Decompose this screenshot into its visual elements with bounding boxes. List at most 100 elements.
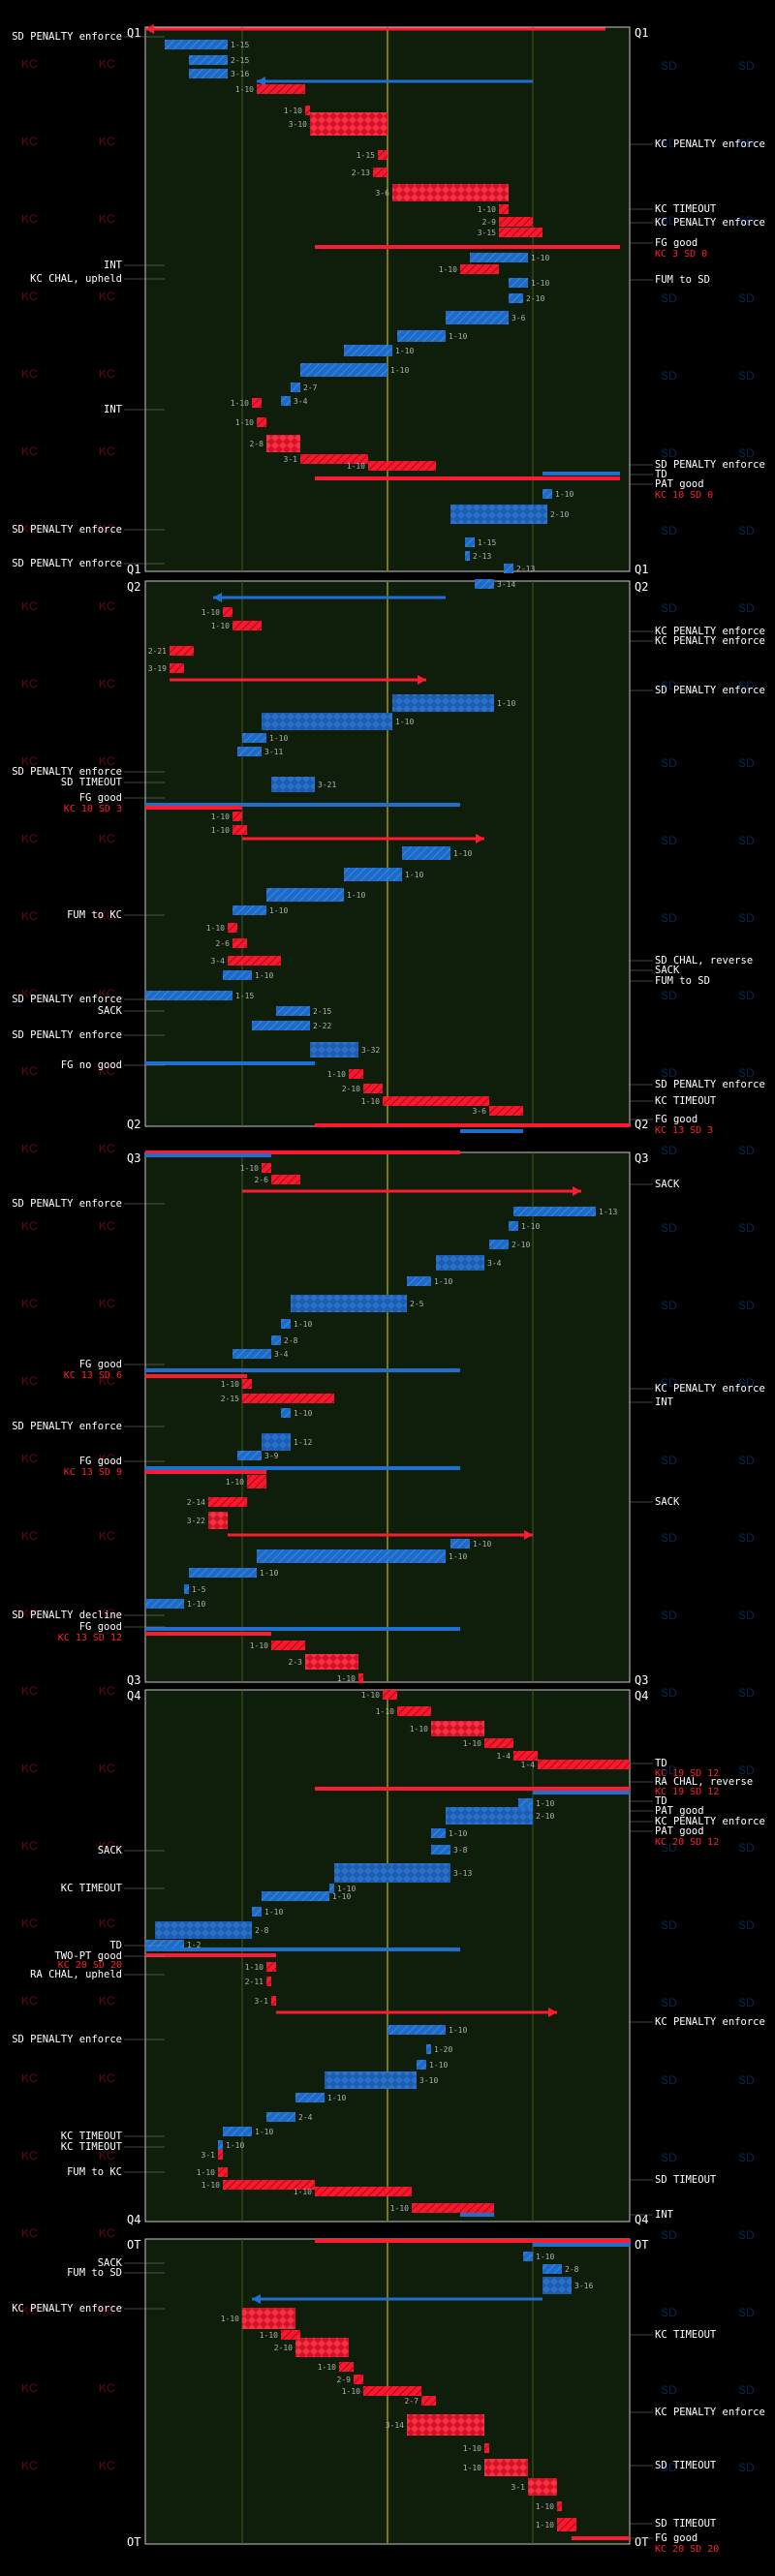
event-label: KC PENALTY enforce bbox=[655, 2016, 765, 2028]
score-label: KC 20 SD 20 bbox=[655, 2544, 719, 2555]
quarter-label-right: Q4 bbox=[635, 2213, 648, 2226]
kc-watermark: KC bbox=[99, 367, 115, 381]
play-down-label: 1-10 bbox=[337, 1885, 356, 1893]
kc-watermark: KC bbox=[21, 1839, 38, 1853]
event-label: FG good bbox=[655, 2532, 698, 2544]
sd-watermark: SD bbox=[738, 1763, 755, 1777]
kc-watermark: KC bbox=[99, 1452, 115, 1465]
play-down-label: 1-10 bbox=[376, 1707, 394, 1716]
play-down-label: 1-20 bbox=[434, 2045, 452, 2054]
play-bar bbox=[232, 812, 242, 821]
field-layer bbox=[144, 26, 631, 2545]
play-bar bbox=[262, 1163, 271, 1173]
sd-watermark: SD bbox=[738, 2073, 755, 2087]
arrow-head bbox=[524, 1530, 533, 1540]
kc-watermark: KC bbox=[99, 2459, 115, 2472]
play-bar bbox=[276, 1006, 310, 1016]
play-down-label: 3-32 bbox=[361, 1046, 380, 1055]
play-bar bbox=[310, 1042, 358, 1058]
play-bar bbox=[489, 1240, 509, 1249]
play-bar bbox=[499, 228, 542, 237]
background-layer: KC KC SD SD KC KC SD SD KC KC SD SD KC KC SD SD KC KC SD SD… bbox=[21, 57, 755, 2474]
play-down-label: 1-10 bbox=[410, 1725, 428, 1733]
kc-watermark: KC bbox=[99, 909, 115, 923]
kc-watermark: KC bbox=[21, 677, 38, 690]
quarter-label-left: Q2 bbox=[127, 580, 140, 594]
play-down-label: 1-10 bbox=[449, 2026, 467, 2035]
event-label: FUM to SD bbox=[655, 274, 710, 286]
play-down-label: 1-15 bbox=[231, 41, 249, 49]
play-bar bbox=[252, 1907, 262, 1917]
play-bar bbox=[232, 825, 247, 835]
sd-watermark: SD bbox=[661, 2306, 677, 2319]
play-down-label: 1-10 bbox=[202, 608, 220, 617]
play-bar bbox=[281, 1408, 291, 1418]
kc-watermark: KC bbox=[21, 1142, 38, 1155]
event-label: PAT good bbox=[655, 1805, 704, 1817]
play-down-label: 1-10 bbox=[463, 2444, 481, 2453]
play-bar bbox=[155, 1921, 252, 1939]
play-down-label: 2-8 bbox=[250, 440, 264, 448]
play-bar bbox=[232, 621, 262, 630]
play-bar bbox=[402, 846, 450, 860]
play-down-label: 1-10 bbox=[390, 2204, 409, 2213]
quarter-label-left: Q3 bbox=[127, 1151, 140, 1165]
play-bar bbox=[509, 278, 528, 288]
play-down-label: 1-10 bbox=[395, 718, 414, 726]
play-down-label: 1-10 bbox=[226, 1478, 244, 1487]
play-down-label: 2-14 bbox=[187, 1498, 205, 1507]
play-bar bbox=[271, 1335, 281, 1345]
sd-watermark: SD bbox=[738, 2306, 755, 2319]
play-down-label: 2-7 bbox=[303, 383, 318, 392]
sd-watermark: SD bbox=[738, 601, 755, 615]
play-down-label: 3-14 bbox=[386, 2421, 404, 2430]
play-down-label: 2-7 bbox=[405, 2397, 419, 2406]
event-label: RA CHAL, upheld bbox=[30, 1969, 122, 1980]
score-label: KC 13 SD 12 bbox=[58, 1633, 122, 1643]
play-down-label: 3-4 bbox=[294, 397, 308, 406]
score-label: KC 13 SD 9 bbox=[64, 1467, 122, 1478]
sd-watermark: SD bbox=[738, 1221, 755, 1235]
event-label: KC PENALTY enforce bbox=[655, 626, 765, 637]
play-down-label: 1-10 bbox=[202, 2181, 220, 2190]
play-bar bbox=[407, 1276, 431, 1286]
sd-watermark: SD bbox=[738, 369, 755, 383]
event-label: TD bbox=[109, 1940, 122, 1951]
kc-watermark: KC bbox=[21, 2381, 38, 2395]
arrow-head bbox=[418, 675, 426, 685]
play-bar bbox=[145, 1940, 184, 1949]
kc-watermark: KC bbox=[21, 367, 38, 381]
event-label: SACK bbox=[98, 1845, 123, 1856]
kc-watermark: KC bbox=[99, 1762, 115, 1775]
play-bar bbox=[237, 747, 262, 756]
play-down-label: 1-10 bbox=[473, 1540, 491, 1549]
drive-line bbox=[145, 1368, 460, 1372]
event-label: INT bbox=[655, 2209, 674, 2221]
play-down-label: 1-10 bbox=[521, 1222, 540, 1231]
event-label: KC PENALTY enforce bbox=[655, 138, 765, 150]
sd-watermark: SD bbox=[738, 446, 755, 460]
sd-watermark: SD bbox=[661, 1066, 677, 1080]
play-bar bbox=[295, 2338, 349, 2357]
event-label: TD bbox=[655, 1795, 667, 1807]
play-bar bbox=[281, 2330, 300, 2340]
kc-watermark: KC bbox=[99, 677, 115, 690]
event-label: SACK bbox=[98, 2257, 123, 2269]
play-down-label: 3-21 bbox=[318, 781, 336, 789]
play-down-label: 2-13 bbox=[473, 552, 491, 561]
play-bar bbox=[266, 1962, 276, 1972]
play-bar bbox=[509, 293, 523, 303]
play-down-label: 1-10 bbox=[260, 1569, 278, 1578]
play-down-label: 1-2 bbox=[187, 1941, 202, 1949]
play-down-label: 3-4 bbox=[274, 1350, 289, 1359]
kc-watermark: KC bbox=[21, 754, 38, 768]
drive-line bbox=[533, 1791, 630, 1794]
play-down-label: 2-15 bbox=[313, 1007, 331, 1016]
play-bar bbox=[542, 2277, 572, 2294]
play-down-label: 1-12 bbox=[294, 1438, 312, 1447]
event-label: SD TIMEOUT bbox=[655, 2518, 717, 2530]
sd-watermark: SD bbox=[738, 59, 755, 73]
quarter-label-left: OT bbox=[127, 2535, 140, 2549]
event-label: FG good bbox=[79, 1621, 122, 1633]
play-bar bbox=[252, 1021, 310, 1030]
